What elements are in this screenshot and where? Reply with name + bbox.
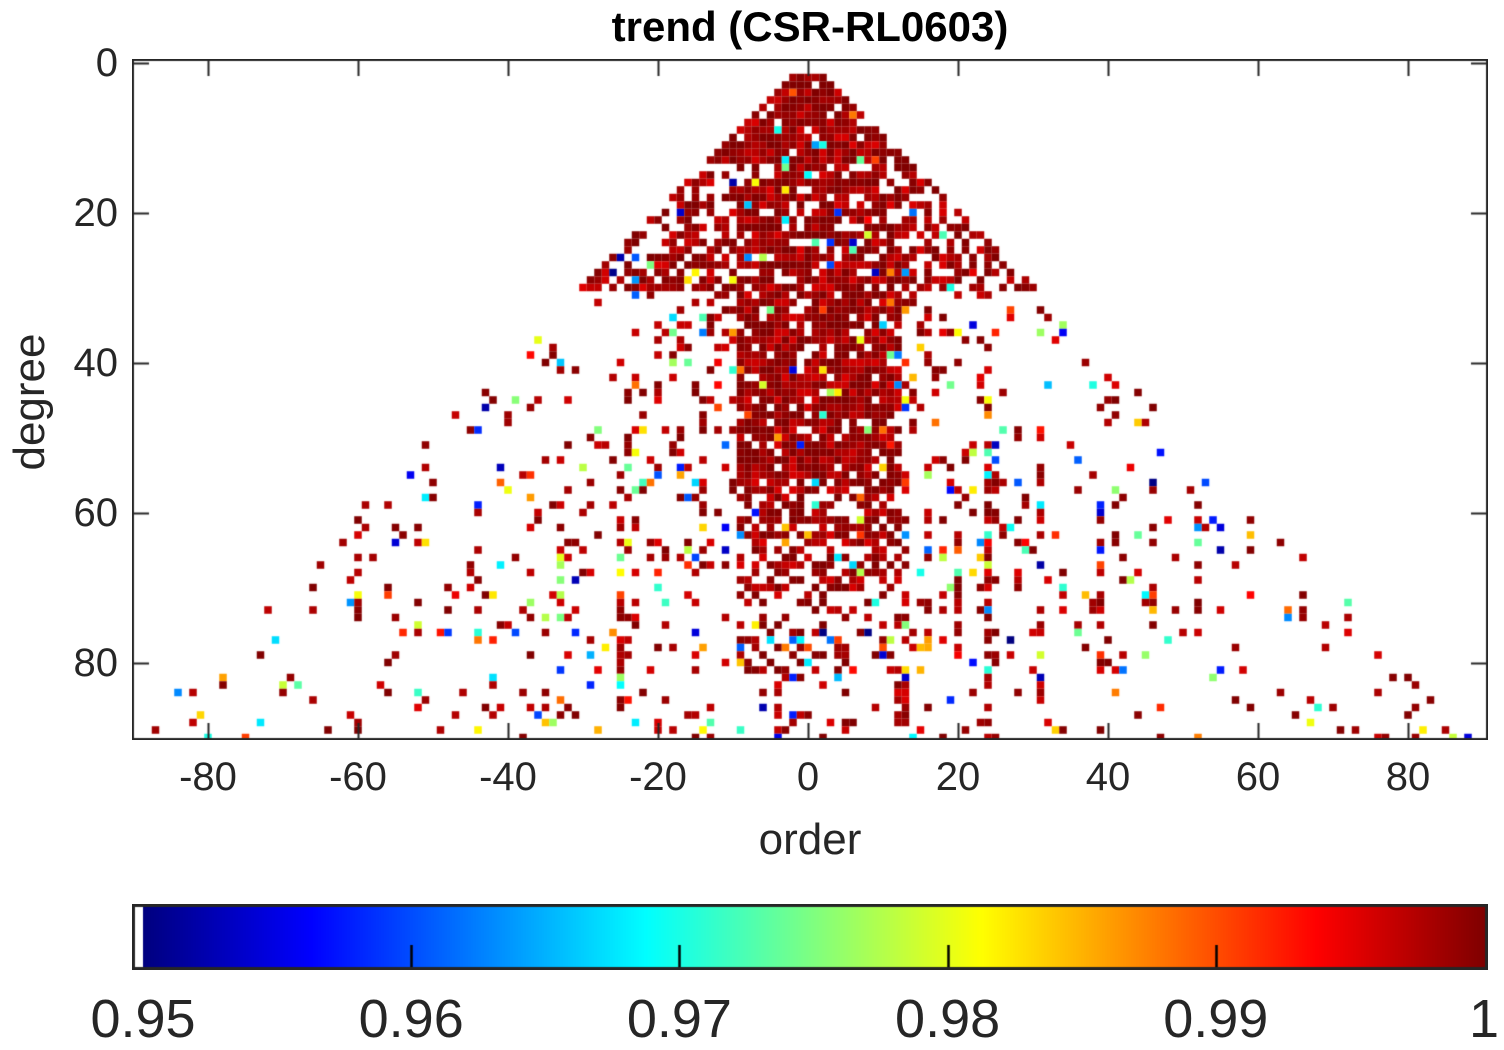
x-tick-label: 60 — [1235, 755, 1281, 799]
x-tick-label: -40 — [479, 755, 537, 799]
x-axis-label: order — [758, 815, 862, 864]
x-tick-label: 80 — [1385, 755, 1431, 799]
x-tick-label: 20 — [935, 755, 981, 799]
y-axis-label: degree — [5, 333, 54, 471]
x-tick-label: -20 — [629, 755, 687, 799]
x-tick-label: 40 — [1085, 755, 1131, 799]
colorbar-tick-label: 0.97 — [626, 989, 732, 1049]
colorbar-tick-label: 0.98 — [895, 989, 1001, 1049]
y-tick-label: 60 — [73, 490, 119, 535]
x-tick-label: -80 — [179, 755, 237, 799]
colorbar-canvas — [132, 904, 1488, 970]
colorbar-tick-label: 0.96 — [358, 989, 464, 1049]
x-tick-label: 0 — [796, 755, 820, 799]
colorbar-tick-label: 0.95 — [90, 989, 196, 1049]
y-tick-label: 0 — [95, 40, 118, 85]
heatmap-canvas — [132, 59, 1488, 740]
y-tick-label: 80 — [73, 640, 119, 685]
chart-title: trend (CSR-RL0603) — [611, 3, 1009, 50]
colorbar-tick-label: 1 — [1468, 989, 1500, 1049]
y-tick-label: 20 — [73, 190, 119, 235]
x-tick-label: -60 — [329, 755, 387, 799]
colorbar-tick-label: 0.99 — [1163, 989, 1269, 1049]
y-tick-label: 40 — [73, 340, 119, 385]
